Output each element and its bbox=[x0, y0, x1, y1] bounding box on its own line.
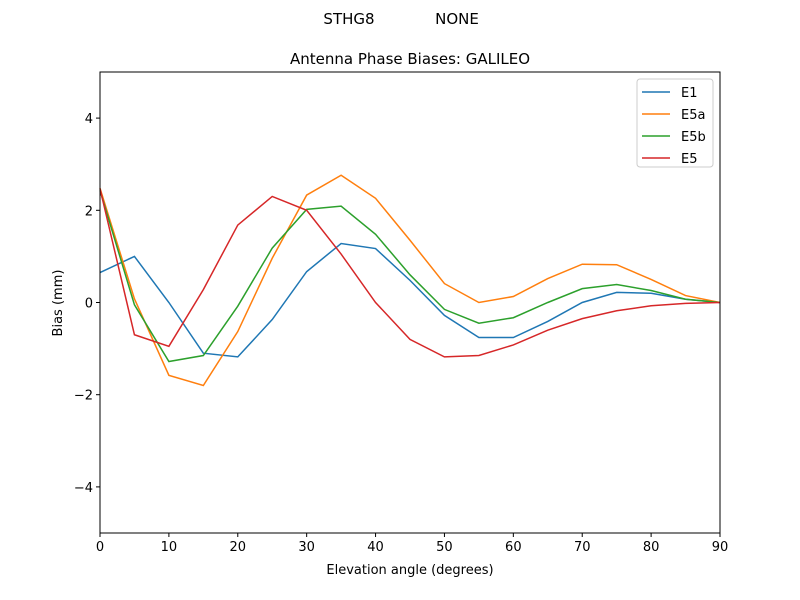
series-line-e1 bbox=[99, 242, 721, 358]
series-line-e5a bbox=[99, 174, 721, 387]
y-tick-label: 4 bbox=[85, 112, 93, 127]
legend: E1 E5a E5b E5 bbox=[636, 78, 714, 168]
x-axis-label: Elevation angle (degrees) bbox=[326, 563, 493, 578]
y-tick-label: −2 bbox=[74, 389, 93, 404]
x-tick-label: 30 bbox=[298, 540, 315, 555]
x-tick-label: 60 bbox=[505, 540, 522, 555]
legend-label: E5a bbox=[681, 108, 705, 123]
x-tick-label: 10 bbox=[161, 540, 178, 555]
y-axis-label: Bias (mm) bbox=[51, 270, 66, 337]
x-tick-label: 90 bbox=[712, 540, 729, 555]
x-tick-label: 20 bbox=[230, 540, 247, 555]
suptitle-model: NONE bbox=[435, 10, 479, 28]
y-tick-label: −4 bbox=[74, 481, 93, 496]
y-tick-label: 2 bbox=[85, 204, 93, 219]
legend-label: E5 bbox=[681, 152, 698, 167]
x-tick-label: 50 bbox=[436, 540, 453, 555]
y-tick-label: 0 bbox=[85, 297, 93, 312]
series-line-e5 bbox=[99, 188, 721, 358]
series-line-e5b bbox=[99, 190, 721, 363]
x-tick-label: 80 bbox=[643, 540, 660, 555]
suptitle-station: STHG8 bbox=[323, 10, 374, 28]
x-tick-label: 40 bbox=[367, 540, 384, 555]
x-tick-label: 70 bbox=[574, 540, 591, 555]
x-tick-label: 0 bbox=[96, 540, 104, 555]
legend-label: E1 bbox=[681, 86, 698, 101]
legend-box bbox=[636, 78, 714, 168]
chart-title: Antenna Phase Biases: GALILEO bbox=[290, 50, 530, 68]
legend-label: E5b bbox=[681, 130, 706, 145]
plot-frame bbox=[99, 71, 721, 534]
